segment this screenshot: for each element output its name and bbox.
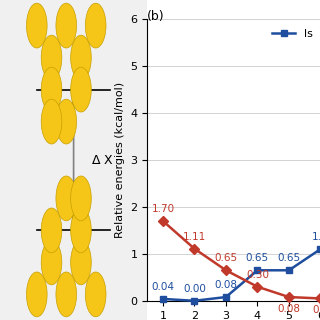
Circle shape: [56, 99, 76, 144]
Circle shape: [85, 3, 106, 48]
Text: 1.11: 1.11: [183, 232, 206, 242]
Circle shape: [56, 176, 76, 221]
Text: 0.65: 0.65: [246, 253, 269, 263]
Circle shape: [41, 67, 62, 112]
Circle shape: [56, 3, 76, 48]
Text: 0.65: 0.65: [277, 253, 300, 263]
Circle shape: [71, 208, 91, 253]
Circle shape: [71, 67, 91, 112]
Circle shape: [41, 99, 62, 144]
Y-axis label: Relative energies (kcal/mol): Relative energies (kcal/mol): [115, 82, 125, 238]
Text: 0.08: 0.08: [214, 280, 237, 290]
Legend: ls, hs: ls, hs: [268, 25, 320, 44]
Circle shape: [71, 35, 91, 80]
Circle shape: [41, 240, 62, 285]
Text: 1.1: 1.1: [312, 232, 320, 242]
Circle shape: [85, 272, 106, 317]
Circle shape: [27, 3, 47, 48]
Circle shape: [56, 272, 76, 317]
Text: 0.04: 0.04: [151, 282, 174, 292]
Text: 0.30: 0.30: [246, 270, 269, 280]
Circle shape: [41, 35, 62, 80]
Text: $\Delta$ X: $\Delta$ X: [91, 154, 114, 166]
Text: 1.70: 1.70: [151, 204, 174, 214]
Text: 0.0: 0.0: [312, 305, 320, 315]
Circle shape: [71, 240, 91, 285]
Circle shape: [41, 208, 62, 253]
Circle shape: [27, 272, 47, 317]
Text: 0.65: 0.65: [214, 253, 237, 263]
Text: 0.00: 0.00: [183, 284, 206, 294]
Text: 0.08: 0.08: [277, 304, 300, 314]
Text: (b): (b): [147, 10, 165, 23]
Circle shape: [71, 176, 91, 221]
